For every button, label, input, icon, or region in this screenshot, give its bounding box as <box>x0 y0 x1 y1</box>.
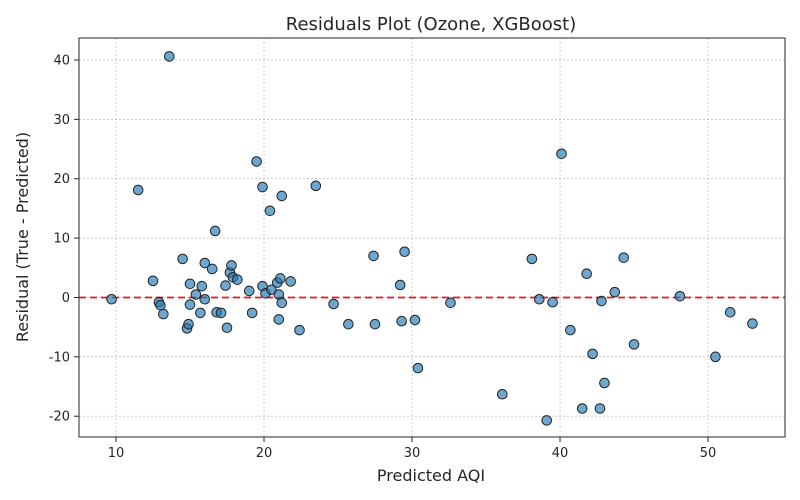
data-point <box>412 362 424 374</box>
x-tick-label: 50 <box>700 446 717 461</box>
y-axis-label: Residual (True - Predicted) <box>13 132 32 342</box>
plot-frame <box>78 37 786 438</box>
data-point <box>183 318 194 330</box>
data-point <box>264 205 276 217</box>
data-point <box>209 225 221 237</box>
data-point <box>618 252 629 263</box>
data-point <box>155 299 166 311</box>
data-point <box>599 377 610 389</box>
y-tick-label: 20 <box>53 172 70 187</box>
data-point <box>184 299 196 310</box>
y-tick-label: 10 <box>53 232 70 247</box>
y-axis-ticks: -20 -10 0 10 20 30 40 <box>49 53 79 425</box>
data-point <box>328 298 339 310</box>
x-tick-label: 40 <box>552 446 569 461</box>
data-point <box>497 388 508 400</box>
x-axis-ticks: 10 20 30 40 50 <box>108 437 717 461</box>
data-point <box>310 180 322 192</box>
data-point <box>246 307 258 319</box>
data-point <box>581 268 592 280</box>
y-tick-label: -20 <box>49 410 70 425</box>
y-tick-label: 0 <box>62 291 70 306</box>
data-point <box>220 280 231 291</box>
data-point <box>106 293 117 305</box>
data-point <box>206 263 218 275</box>
data-point <box>565 324 576 336</box>
data-point <box>547 296 558 308</box>
y-tick-label: 30 <box>53 113 70 128</box>
data-point <box>221 322 233 334</box>
data-point <box>368 250 379 262</box>
data-point <box>409 314 421 326</box>
data-point <box>628 339 640 350</box>
data-point <box>257 181 268 193</box>
data-point <box>587 348 598 360</box>
data-point <box>190 289 202 300</box>
data-point <box>369 318 381 330</box>
data-point <box>158 308 169 320</box>
data-point <box>396 315 407 327</box>
data-point <box>251 156 262 167</box>
data-point <box>163 51 175 62</box>
data-point <box>343 318 354 330</box>
data-point <box>232 274 243 285</box>
data-point <box>276 297 288 309</box>
grid-lines <box>79 38 785 437</box>
data-point <box>199 257 211 269</box>
chart-title: Residuals Plot (Ozone, XGBoost) <box>286 14 576 35</box>
data-point <box>276 190 288 202</box>
data-point <box>609 286 621 298</box>
x-tick-label: 10 <box>108 446 125 461</box>
data-point <box>394 279 406 291</box>
data-points <box>106 51 758 426</box>
data-point <box>674 290 686 302</box>
data-point <box>534 293 545 305</box>
data-point <box>399 246 410 258</box>
x-axis-label: Predicted AQI <box>377 466 485 485</box>
data-point <box>710 351 721 363</box>
data-point <box>199 293 211 305</box>
y-tick-label: 40 <box>53 53 70 68</box>
data-point <box>243 285 255 297</box>
data-point <box>541 415 553 426</box>
data-point <box>556 148 567 160</box>
data-point <box>215 307 227 319</box>
y-tick-label: -10 <box>49 350 70 365</box>
data-point <box>285 276 296 287</box>
x-tick-label: 30 <box>404 446 421 461</box>
data-point <box>596 295 607 307</box>
data-point <box>747 318 758 329</box>
data-point <box>273 314 285 325</box>
data-point <box>266 284 277 296</box>
data-point <box>132 184 144 196</box>
data-point <box>177 253 188 265</box>
x-tick-label: 20 <box>256 446 273 461</box>
data-point <box>594 403 606 414</box>
data-point <box>226 260 237 271</box>
data-point <box>526 253 538 265</box>
data-point <box>445 297 456 309</box>
data-point <box>724 307 736 318</box>
data-point <box>294 324 305 336</box>
data-point <box>274 273 286 284</box>
data-point <box>196 280 208 292</box>
data-point <box>147 275 159 287</box>
data-point <box>184 278 196 290</box>
data-point <box>195 307 206 319</box>
data-point <box>576 403 588 414</box>
